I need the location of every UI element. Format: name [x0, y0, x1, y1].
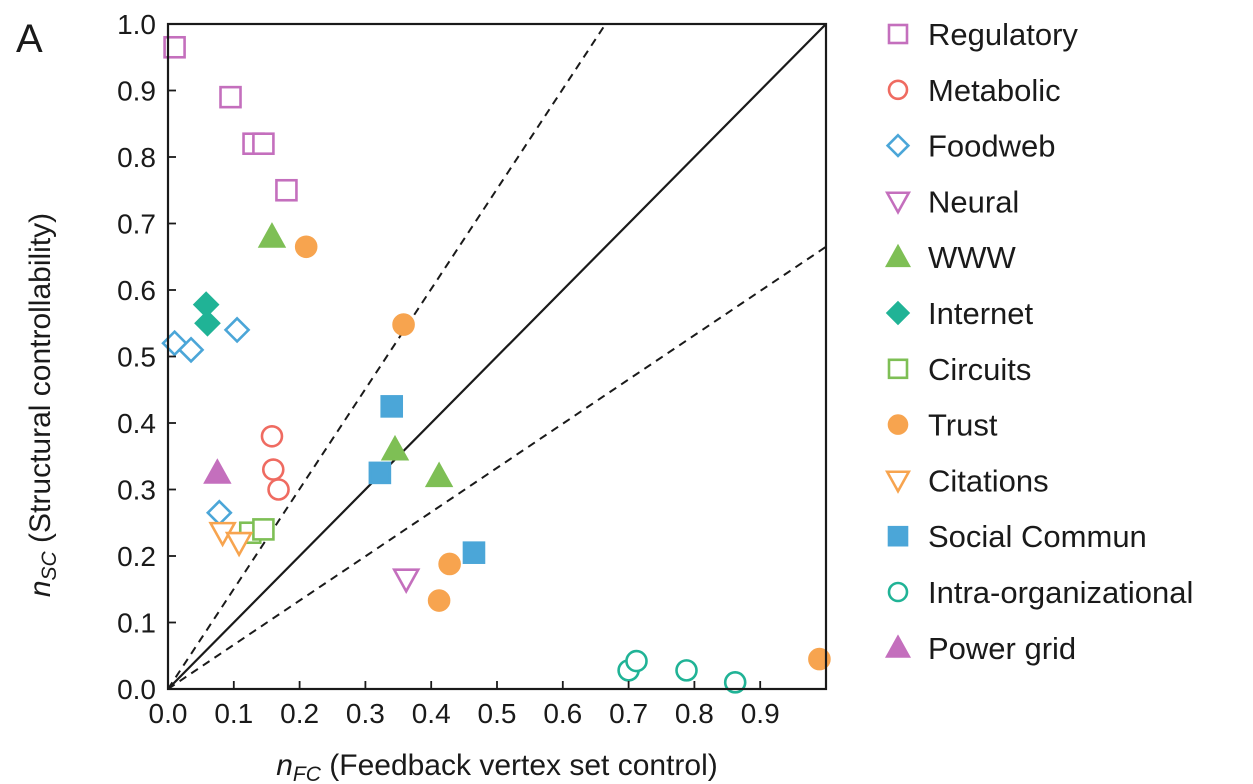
point-www: [424, 461, 454, 488]
y-tick-label: 0.1: [117, 608, 156, 639]
point-internet: [194, 309, 221, 337]
point-trust: [427, 589, 451, 612]
legend-item-circuits: Circuits: [887, 352, 1031, 387]
reference-lines: [167, 23, 827, 690]
legend-item-foodweb: Foodweb: [885, 129, 1056, 164]
legend-label-circuits: Circuits: [928, 352, 1031, 387]
legend-marker-citations: [884, 470, 912, 494]
point-foodweb: [205, 499, 233, 527]
x-tick-label: 0.4: [412, 698, 451, 729]
legend-marker-circuits: [887, 358, 909, 380]
legend-label-intra-organizational: Intra-organizational: [928, 575, 1193, 610]
x-tick-label: 0.0: [149, 698, 188, 729]
legend-item-trust: Trust: [887, 408, 998, 443]
legend-marker-intra-organizational: [887, 581, 909, 603]
legend-label-regulatory: Regulatory: [928, 17, 1078, 52]
point-regulatory: [275, 178, 298, 202]
legend-label-social-commun: Social Commun: [928, 519, 1147, 554]
y-tick-label: 0.4: [117, 408, 156, 439]
point-foodweb: [223, 316, 251, 344]
legend-marker-social-commun: [887, 525, 909, 547]
legend-marker-www: [884, 243, 912, 268]
legend-marker-internet: [885, 300, 911, 326]
y-tick-label: 0.8: [117, 142, 156, 173]
point-neural: [391, 568, 421, 594]
x-tick-label: 0.2: [280, 698, 319, 729]
point-metabolic: [267, 478, 290, 501]
point-intra-organizational: [723, 671, 747, 694]
y-tick-label: 0.2: [117, 541, 156, 572]
x-tick-label: 0.7: [609, 698, 648, 729]
point-trust: [808, 647, 831, 671]
legend-label-foodweb: Foodweb: [928, 129, 1056, 164]
point-citations: [224, 531, 254, 558]
x-tick-label: 0.3: [346, 698, 385, 729]
y-tick-label: 0.7: [117, 209, 156, 240]
point-trust: [392, 313, 415, 336]
x-tick-label: 0.6: [543, 698, 582, 729]
point-circuits: [252, 518, 275, 541]
point-metabolic: [260, 424, 284, 448]
point-power-grid: [203, 458, 232, 484]
point-social-commun: [380, 395, 404, 418]
legend-label-www: WWW: [928, 240, 1017, 275]
legend-marker-power-grid: [884, 634, 912, 658]
legend-marker-metabolic: [887, 79, 909, 101]
x-axis: 0.0 0.1 0.2 0.3 0.4 0.5 0.6 0.7 0.8 0.9: [149, 681, 780, 729]
y-axis-label: nSC (Structural controllability): [24, 213, 61, 597]
y-tick-label: 0.9: [117, 76, 156, 107]
legend-label-power-grid: Power grid: [928, 631, 1076, 666]
point-foodweb: [177, 336, 205, 364]
legend-item-www: WWW: [884, 240, 1017, 275]
panel-label: A: [16, 17, 43, 61]
legend-marker-regulatory: [887, 23, 909, 45]
legend-item-citations: Citations: [884, 463, 1049, 498]
x-tick-label: 0.5: [478, 698, 517, 729]
legend-item-power-grid: Power grid: [884, 631, 1076, 666]
point-metabolic: [261, 458, 285, 481]
dashed-reference-line-1: [167, 23, 607, 690]
legend-item-social-commun: Social Commun: [887, 519, 1147, 554]
point-trust: [294, 235, 318, 259]
point-regulatory: [219, 85, 242, 109]
y-tick-label: 0.6: [117, 275, 156, 306]
legend-label-citations: Citations: [928, 463, 1049, 498]
y-tick-label: 0.3: [117, 475, 156, 506]
y-tick-label: 0.0: [117, 674, 156, 705]
y-tick-label: 0.5: [117, 342, 156, 373]
point-www: [257, 222, 287, 248]
x-tick-label: 0.8: [675, 698, 714, 729]
y-tick-label: 1.0: [117, 9, 156, 40]
legend-item-neural: Neural: [884, 184, 1019, 219]
identity-line-0: [167, 23, 827, 690]
point-intra-organizational: [675, 659, 698, 682]
y-axis: 0.0 0.1 0.2 0.3 0.4 0.5 0.6 0.7 0.8 0.9 1.0: [117, 9, 176, 705]
legend-marker-trust: [887, 414, 909, 435]
x-axis-label: nFC (Feedback vertex set control): [276, 749, 718, 784]
point-regulatory: [163, 35, 186, 59]
legend-label-internet: Internet: [928, 296, 1034, 331]
legend-item-internet: Internet: [885, 296, 1034, 331]
point-social-commun: [462, 541, 486, 564]
legend-marker-neural: [884, 191, 912, 215]
legend-item-intra-organizational: Intra-organizational: [887, 575, 1193, 610]
legend-item-metabolic: Metabolic: [887, 73, 1061, 108]
point-trust: [438, 552, 461, 576]
legend-item-regulatory: Regulatory: [887, 17, 1078, 52]
point-regulatory: [252, 132, 275, 155]
point-www: [380, 434, 410, 461]
x-tick-label: 0.9: [741, 698, 780, 729]
legend-marker-foodweb: [885, 133, 911, 158]
legend: Regulatory Metabolic Foodweb Neural WWW Inter…: [884, 17, 1193, 666]
point-intra-organizational: [625, 649, 648, 673]
dashed-reference-line-2: [167, 245, 827, 690]
legend-label-metabolic: Metabolic: [928, 73, 1061, 108]
x-tick-label: 0.1: [214, 698, 253, 729]
point-social-commun: [368, 461, 392, 485]
data-points: [161, 35, 831, 694]
legend-label-neural: Neural: [928, 184, 1019, 219]
legend-label-trust: Trust: [928, 408, 998, 443]
